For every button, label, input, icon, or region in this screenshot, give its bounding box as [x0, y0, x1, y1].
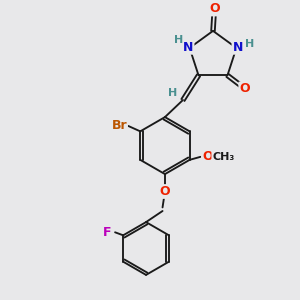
- Text: H: H: [174, 35, 183, 45]
- Text: N: N: [183, 41, 194, 54]
- Text: F: F: [103, 226, 112, 239]
- Text: H: H: [245, 39, 254, 49]
- Text: O: O: [202, 150, 213, 164]
- Text: O: O: [160, 185, 170, 198]
- Text: H: H: [168, 88, 177, 98]
- Text: O: O: [209, 2, 220, 16]
- Text: CH₃: CH₃: [212, 152, 234, 162]
- Text: Br: Br: [111, 119, 127, 133]
- Text: O: O: [239, 82, 250, 95]
- Text: N: N: [232, 41, 243, 54]
